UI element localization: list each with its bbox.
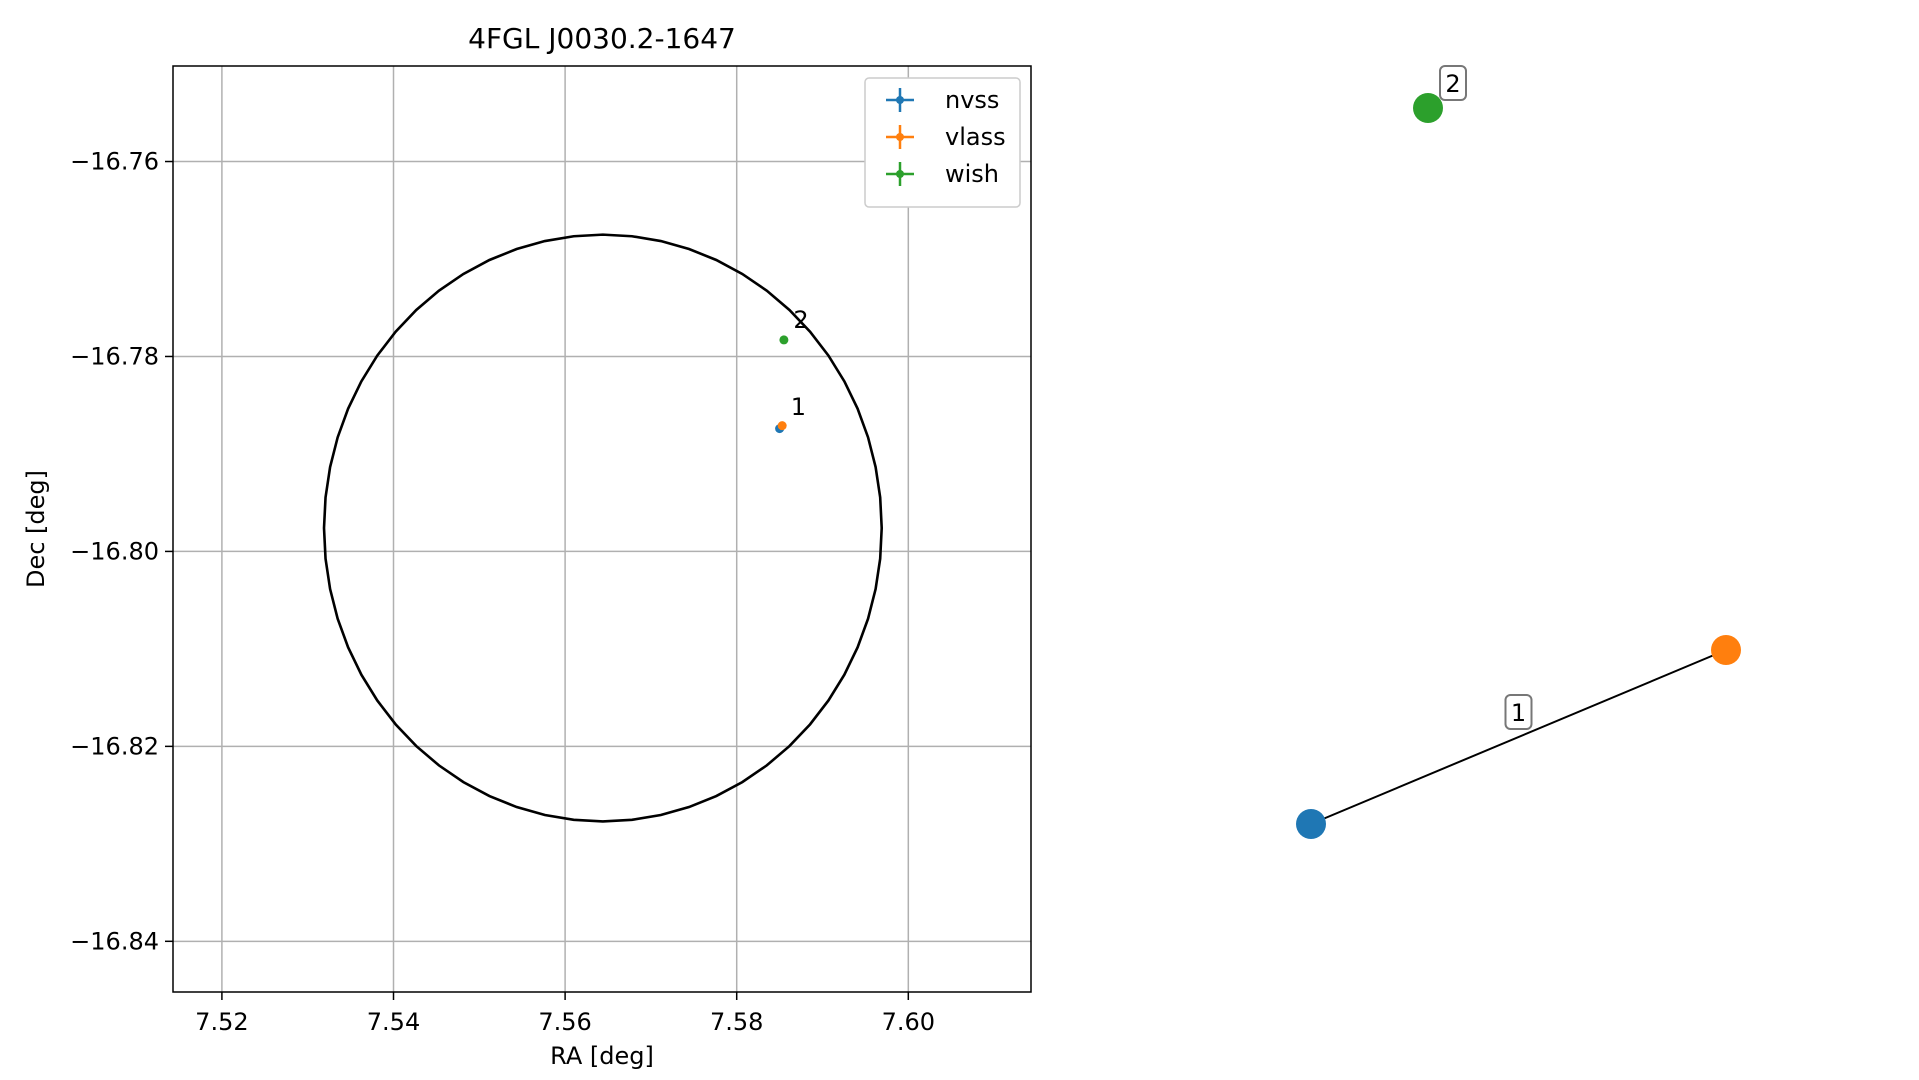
x-axis-ticks: 7.52 7.54 7.56 7.58 7.60 <box>195 992 935 1036</box>
node-wish <box>1413 93 1443 123</box>
node-vlass <box>1711 635 1741 665</box>
y-tick-label: −16.84 <box>70 927 159 955</box>
graph-labels: 12 <box>1439 65 1533 730</box>
x-tick-label: 7.58 <box>710 1008 763 1036</box>
legend-marker-wish <box>896 170 904 178</box>
graph-nodes <box>1296 93 1741 839</box>
point-vlass <box>777 421 787 431</box>
point-wish <box>779 335 789 345</box>
y-tick-label: −16.78 <box>70 342 159 370</box>
y-tick-label: −16.80 <box>70 537 159 565</box>
point-annotations: 12 <box>791 306 809 421</box>
axes-frame <box>172 65 1032 993</box>
y-axis-ticks: −16.76 −16.78 −16.80 −16.82 −16.84 <box>70 148 173 955</box>
x-tick-label: 7.52 <box>195 1008 248 1036</box>
association-graph: 12 <box>1296 65 1741 839</box>
legend-marker-vlass <box>896 133 904 141</box>
data-points <box>775 335 789 434</box>
chart-title: 4FGL J0030.2-1647 <box>468 22 736 55</box>
edge-nvss-vlass <box>1310 649 1727 825</box>
y-tick-label: −16.82 <box>70 732 159 760</box>
annotation-2: 2 <box>793 306 808 334</box>
annotation-1: 1 <box>791 393 806 421</box>
y-tick-label: −16.76 <box>70 148 159 176</box>
legend-entries: nvss vlass wish <box>886 86 1006 188</box>
x-tick-label: 7.60 <box>882 1008 935 1036</box>
edge-label: 1 <box>1511 699 1526 727</box>
y-axis-label: Dec [deg] <box>22 470 50 588</box>
x-tick-label: 7.56 <box>538 1008 591 1036</box>
uncertainty-ellipse <box>322 233 884 823</box>
edge-label-box <box>1504 694 1533 730</box>
legend-label-wish: wish <box>945 160 999 188</box>
legend-marker-nvss <box>896 96 904 104</box>
grid-lines <box>173 66 1031 992</box>
node-label-box <box>1439 65 1467 101</box>
x-tick-label: 7.54 <box>367 1008 420 1036</box>
node-nvss <box>1296 809 1326 839</box>
scatter-panel: 12 7.52 7.54 7.56 7.58 7.60 −16.76−16.78−16.… <box>22 22 1032 1070</box>
legend-label-nvss: nvss <box>945 86 999 114</box>
node-label: 2 <box>1445 70 1460 98</box>
legend: nvss vlass wish <box>864 77 1021 208</box>
x-axis-label: RA [deg] <box>550 1042 654 1070</box>
legend-label-vlass: vlass <box>945 123 1006 151</box>
graph-edges <box>1310 649 1727 825</box>
